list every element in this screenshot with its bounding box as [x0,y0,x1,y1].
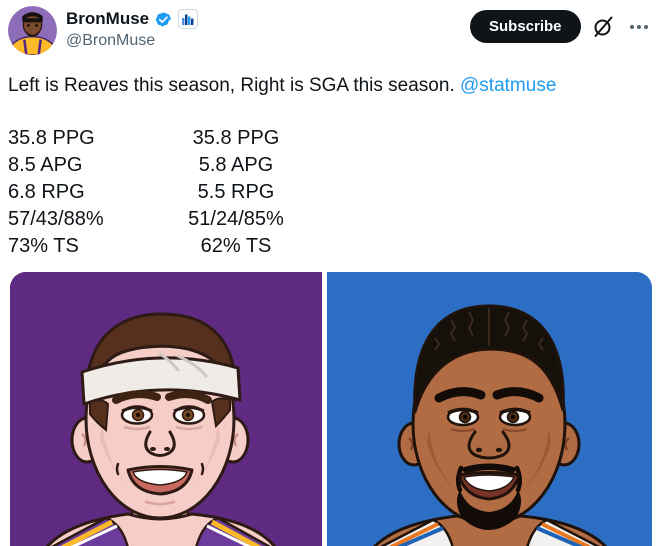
tweet-text-body: Left is Reaves this season, Right is SGA… [8,75,461,96]
subscribe-button[interactable]: Subscribe [470,10,581,43]
verified-badge-icon [154,10,173,29]
stat-line: 5.8 APG [198,154,274,176]
stats-column-left: 35.8 PPG 8.5 APG 6.8 RPG 57/43/88% 73% T… [8,125,104,260]
lebron-cartoon-avatar-icon [8,6,57,55]
stat-line: 51/24/85% [188,208,284,230]
stat-line: 35.8 PPG [8,127,95,149]
tweet-text: Left is Reaves this season, Right is SGA… [8,73,652,98]
stat-line: 62% TS [200,235,272,257]
stat-line: 57/43/88% [8,208,104,230]
tweet-image[interactable] [10,272,652,546]
statmuse-mention-link[interactable]: @statmuse [460,75,557,96]
sga-cartoon [327,272,652,546]
avatar[interactable] [8,6,57,55]
reaves-illustration [10,272,322,546]
stat-line: 6.8 RPG [8,181,85,203]
display-name[interactable]: BronMuse [66,9,150,28]
stat-line: 8.5 APG [8,154,83,176]
user-handle: @BronMuse [66,32,156,49]
reaves-cartoon [10,272,322,546]
stat-line: 73% TS [8,235,79,257]
stat-line: 5.5 RPG [197,181,275,203]
grok-icon[interactable] [591,15,615,39]
sga-illustration [327,272,652,546]
statmuse-affiliate-badge-icon[interactable] [178,9,199,29]
stat-line: 35.8 PPG [192,127,280,149]
more-icon[interactable] [626,15,652,39]
stats-column-right: 35.8 PPG 5.8 APG 5.5 RPG 51/24/85% 62% T… [183,125,289,260]
